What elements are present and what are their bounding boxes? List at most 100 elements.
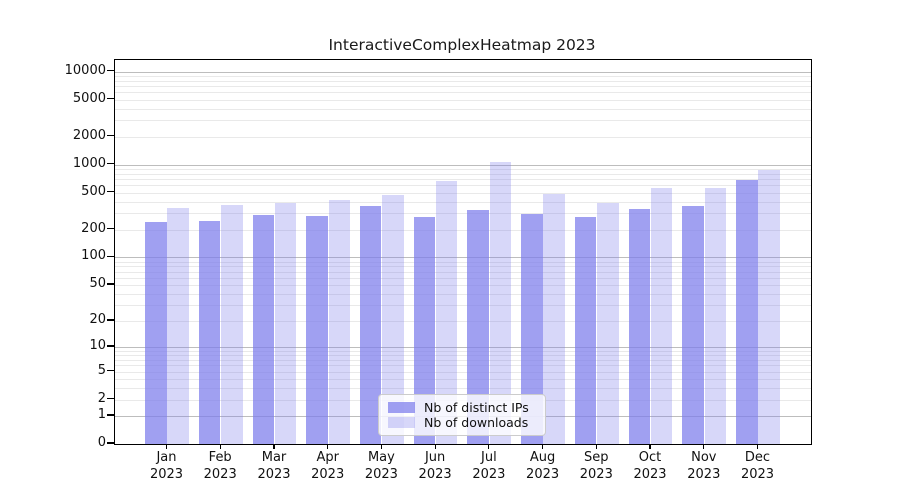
bar-distinct-ips bbox=[413, 217, 436, 444]
x-tick-year: 2023 bbox=[311, 466, 345, 482]
y-tick-mark bbox=[107, 191, 114, 193]
minor-gridline bbox=[115, 378, 811, 380]
x-tick-mark bbox=[327, 444, 329, 449]
y-tick-label: 200 bbox=[81, 220, 106, 236]
x-tick-month: Apr bbox=[316, 450, 339, 465]
x-tick-label: Sep 2023 bbox=[556, 450, 636, 483]
major-gridline bbox=[115, 347, 811, 348]
minor-gridline bbox=[115, 213, 811, 215]
x-tick-mark bbox=[273, 444, 275, 449]
x-tick-mark bbox=[219, 444, 221, 449]
x-tick-label: Oct 2023 bbox=[610, 450, 690, 483]
minor-gridline bbox=[115, 293, 811, 295]
minor-gridline bbox=[115, 350, 811, 352]
x-tick-label: Jun 2023 bbox=[395, 450, 475, 483]
bar-downloads bbox=[221, 205, 243, 444]
x-tick-month: Oct bbox=[638, 450, 662, 465]
x-tick-month: Nov bbox=[691, 450, 717, 465]
y-tick-mark bbox=[107, 69, 114, 72]
x-tick-mark bbox=[380, 444, 383, 449]
x-tick-year: 2023 bbox=[526, 466, 560, 482]
y-tick-label: 0 bbox=[97, 435, 106, 450]
x-tick-mark bbox=[165, 444, 168, 449]
y-tick-label: 2 bbox=[97, 390, 106, 406]
bar-downloads bbox=[274, 202, 297, 444]
y-tick-label: 10000 bbox=[64, 62, 106, 78]
bar-distinct-ips bbox=[145, 222, 167, 444]
y-tick-label: 5 bbox=[97, 362, 106, 378]
minor-gridline bbox=[115, 271, 811, 273]
y-tick-mark bbox=[107, 319, 114, 321]
minor-gridline bbox=[115, 266, 811, 268]
minor-gridline bbox=[115, 387, 811, 389]
x-tick-mark bbox=[541, 444, 544, 449]
y-tick-mark bbox=[107, 255, 114, 258]
bar-downloads bbox=[758, 170, 780, 444]
x-tick-year: 2023 bbox=[257, 466, 291, 482]
y-tick-mark bbox=[107, 414, 114, 416]
legend-item-distinct-ips: Nb of distinct IPs bbox=[388, 400, 537, 415]
bars-layer bbox=[115, 60, 811, 444]
legend: Nb of distinct IPs Nb of downloads bbox=[378, 394, 546, 436]
bar-downloads bbox=[597, 202, 619, 444]
x-tick-year: 2023 bbox=[364, 466, 398, 482]
x-tick-mark bbox=[649, 444, 651, 449]
y-tick-label: 100 bbox=[81, 248, 106, 264]
minor-gridline bbox=[115, 285, 811, 286]
bar-distinct-ips bbox=[198, 221, 221, 444]
bar-distinct-ips bbox=[628, 209, 650, 444]
minor-gridline bbox=[115, 185, 811, 187]
minor-gridline bbox=[115, 120, 811, 122]
minor-gridline bbox=[115, 136, 811, 138]
bar-distinct-ips bbox=[521, 213, 543, 444]
x-tick-year: 2023 bbox=[633, 466, 667, 482]
x-tick-year: 2023 bbox=[149, 466, 184, 482]
y-tick-mark bbox=[107, 135, 114, 137]
y-tick-label: 20 bbox=[89, 311, 106, 327]
x-tick-month: Aug bbox=[529, 450, 556, 465]
bar-distinct-ips bbox=[252, 215, 274, 444]
minor-gridline bbox=[115, 261, 811, 263]
legend-swatch-distinct-ips-icon bbox=[388, 402, 415, 413]
minor-gridline bbox=[115, 355, 811, 357]
x-tick-year: 2023 bbox=[687, 466, 721, 482]
legend-label-distinct-ips: Nb of distinct IPs bbox=[424, 400, 529, 415]
y-tick-mark bbox=[107, 442, 114, 444]
x-tick-mark bbox=[595, 444, 597, 449]
x-tick-month: May bbox=[367, 450, 395, 465]
minor-gridline bbox=[115, 168, 811, 170]
y-tick-label: 10 bbox=[89, 338, 106, 353]
x-tick-label: May 2023 bbox=[341, 450, 421, 483]
y-tick-mark bbox=[107, 227, 114, 230]
minor-gridline bbox=[115, 359, 811, 361]
major-gridline bbox=[115, 257, 811, 259]
x-tick-month: Sep bbox=[584, 450, 609, 465]
x-tick-mark bbox=[703, 444, 705, 449]
minor-gridline bbox=[115, 365, 811, 367]
y-tick-mark bbox=[107, 98, 114, 100]
bar-distinct-ips bbox=[736, 179, 758, 444]
minor-gridline bbox=[115, 173, 811, 175]
minor-gridline bbox=[115, 179, 811, 180]
minor-gridline bbox=[115, 75, 811, 77]
minor-gridline bbox=[115, 371, 811, 373]
chart-title: InteractiveComplexHeatmap 2023 bbox=[328, 36, 596, 54]
bar-distinct-ips bbox=[467, 209, 489, 444]
minor-gridline bbox=[115, 92, 811, 94]
y-tick-label: 500 bbox=[81, 183, 106, 199]
minor-gridline bbox=[115, 305, 811, 307]
bar-downloads bbox=[489, 162, 512, 444]
bar-distinct-ips bbox=[682, 206, 704, 444]
legend-item-downloads: Nb of downloads bbox=[388, 415, 537, 430]
x-tick-month: Jul bbox=[481, 450, 497, 465]
plot-area: Nb of distinct IPs Nb of downloads bbox=[114, 59, 812, 445]
x-tick-month: Jan bbox=[156, 450, 177, 465]
minor-gridline bbox=[115, 99, 811, 101]
minor-gridline bbox=[115, 277, 811, 279]
x-tick-label: Feb 2023 bbox=[180, 450, 260, 483]
minor-gridline bbox=[115, 86, 811, 87]
x-tick-year: 2023 bbox=[418, 466, 452, 482]
x-tick-label: Jul 2023 bbox=[449, 450, 529, 483]
y-tick-mark bbox=[107, 369, 114, 372]
